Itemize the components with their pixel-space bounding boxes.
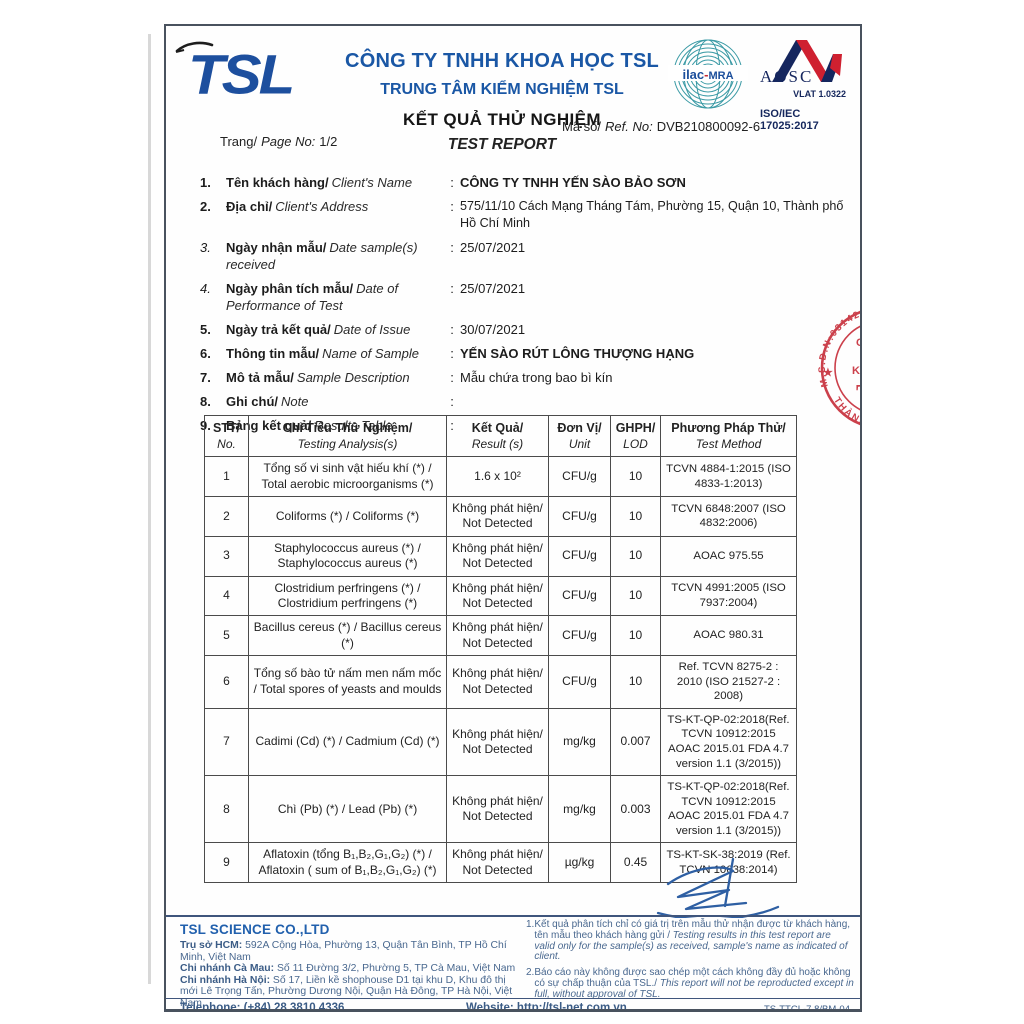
field-sample-name: 6. Thông tin mẫu/Name of Sample : YẾN SÀ… bbox=[200, 345, 850, 362]
report-fields: 1. Tên khách hàng/Client's Name : CÔNG T… bbox=[200, 174, 850, 441]
pen-mark-icon bbox=[175, 41, 214, 53]
footer-company-name: TSL SCIENCE CO.,LTD bbox=[180, 922, 330, 937]
svg-text:AOSC: AOSC bbox=[760, 67, 813, 86]
table-row: 4 Clostridium perfringens (*) / Clostridi… bbox=[204, 575, 797, 617]
sample-name-value: YẾN SÀO RÚT LÔNG THƯỢNG HẠNG bbox=[460, 346, 695, 361]
company-header: CÔNG TY TNHH KHOA HỌC TSL TRUNG TÂM KIỂM… bbox=[316, 50, 688, 99]
footer-note-1: 1. Kết quả phân tích chỉ có giá trị trên… bbox=[526, 919, 851, 963]
date-of-issue-value: 30/07/2021 bbox=[460, 322, 526, 337]
stamp-line1: CÔ bbox=[856, 336, 862, 349]
header-no: STT/No. bbox=[204, 414, 249, 458]
aosc-logo: AOSC VLAT 1.0322 ISO/IEC 17025:2017 bbox=[756, 32, 856, 132]
footer-company-block: TSL SCIENCE CO.,LTD Trụ sở HCM: 592A Cộn… bbox=[180, 922, 520, 1009]
company-name: CÔNG TY TNHH KHOA HỌC TSL bbox=[345, 50, 659, 72]
signature bbox=[656, 857, 780, 918]
field-date-of-test: 4. Ngày phân tích mẫu/Date of Performanc… bbox=[200, 280, 850, 314]
sample-description-value: Mẫu chứa trong bao bì kín bbox=[460, 370, 613, 385]
telephone: Telephone: (+84) 28.3810.4336 bbox=[180, 1002, 345, 1012]
field-date-received: 3. Ngày nhận mẫu/Date sample(s) received… bbox=[200, 239, 850, 273]
website: Website: http://tsl-net.com.vn bbox=[466, 1002, 627, 1012]
table-row: 7 Cadimi (Cd) (*) / Cadmium (Cd) (*) Không… bbox=[204, 707, 797, 777]
note-value bbox=[460, 393, 850, 410]
stamp-star-icon: ★ bbox=[823, 367, 833, 379]
footer-divider-top bbox=[166, 915, 860, 917]
page-number: Trang/Page No: 1/2 bbox=[220, 134, 338, 149]
footer-contact-row: Telephone: (+84) 28.3810.4336 Website: h… bbox=[166, 1002, 860, 1012]
tsl-logo: TSL bbox=[188, 43, 295, 106]
footer-notes: 1. Kết quả phân tích chỉ có giá trị trên… bbox=[526, 919, 854, 1006]
reference-number: Mã số/Ref. No: DVB210800092-6 bbox=[562, 119, 761, 134]
client-name-value: CÔNG TY TNHH YẾN SÀO BẢO SƠN bbox=[460, 175, 686, 190]
header-method: Phương Pháp Thử/Test Method bbox=[660, 414, 797, 458]
company-subtitle: TRUNG TÂM KIỂM NGHIỆM TSL bbox=[380, 81, 624, 98]
field-date-of-issue: 5. Ngày trả kết quả/Date of Issue : 30/0… bbox=[200, 321, 850, 338]
table-row: 6 Tổng số bào tử nấm men nấm mốc / Total … bbox=[204, 654, 797, 709]
aosc-vlat-label: VLAT 1.0322 bbox=[793, 89, 846, 99]
footer-address-hcm: Trụ sở HCM: 592A Cộng Hòa, Phường 13, Qu… bbox=[180, 940, 507, 963]
footer-address-hanoi: Chi nhánh Hà Nội: Số 17, Liền kề shophou… bbox=[180, 974, 513, 1009]
table-row: 3 Staphylococcus aureus (*) / Staphylococ… bbox=[204, 535, 797, 577]
table-row: 2 Coliforms (*) / Coliforms (*) Không phát… bbox=[204, 496, 797, 537]
table-row: 1 Tổng số vi sinh vật hiếu khí (*) / Tota… bbox=[204, 456, 797, 498]
field-client-name: 1. Tên khách hàng/Client's Name : CÔNG T… bbox=[200, 174, 850, 191]
date-received-value: 25/07/2021 bbox=[460, 240, 526, 255]
scan-artifact-strip bbox=[148, 34, 151, 984]
table-row: 8 Chì (Pb) (*) / Lead (Pb) (*) Không phát … bbox=[204, 775, 797, 844]
field-sample-description: 7. Mô tả mẫu/Sample Description : Mẫu ch… bbox=[200, 369, 850, 386]
field-client-address: 2. Địa chỉ/Client's Address : 575/11/10 … bbox=[200, 198, 850, 232]
form-code: TS-TTCL-7.8/BM-04 bbox=[763, 1004, 850, 1012]
ilac-band bbox=[668, 65, 748, 81]
footer-divider-bottom bbox=[166, 998, 860, 999]
ilac-label: ilac-MRA bbox=[682, 67, 734, 82]
report-page: TSL CÔNG TY TNHH KHOA HỌC TSL TRUNG TÂM … bbox=[164, 24, 862, 1012]
ilac-mra-logo: ilac-MRA bbox=[668, 38, 748, 110]
report-title-vi: KẾT QUẢ THỬ NGHIỆM bbox=[403, 110, 601, 129]
results-table: STT/No. Chỉ Tiêu Thử Nghiệm/Testing Anal… bbox=[204, 414, 797, 884]
footer-note-2: 2. Báo cáo này không được sao chép một c… bbox=[526, 967, 854, 1000]
aosc-mark-icon: AOSC bbox=[760, 40, 842, 86]
client-address-value: 575/11/10 Cách Mạng Tháng Tám, Phường 15… bbox=[460, 199, 844, 230]
aosc-iso-label: ISO/IEC 17025:2017 bbox=[760, 108, 819, 132]
header-analysis: Chỉ Tiêu Thử Nghiệm/Testing Analysis(s) bbox=[248, 414, 447, 458]
footer-address-camau: Chi nhánh Cà Mau: Số 11 Đường 3/2, Phườn… bbox=[180, 963, 516, 975]
field-note: 8. Ghi chú/Note : bbox=[200, 393, 850, 410]
table-row: 5 Bacillus cereus (*) / Bacillus cereus (… bbox=[204, 615, 797, 656]
table-header-row: STT/No. Chỉ Tiêu Thử Nghiệm/Testing Anal… bbox=[204, 414, 797, 458]
website-link[interactable]: http://tsl-net.com.vn bbox=[513, 1002, 627, 1012]
stamp-line3: KHO bbox=[852, 365, 862, 377]
date-of-test-value: 25/07/2021 bbox=[460, 281, 526, 296]
header-result: Kết Quả/Result (s) bbox=[446, 414, 549, 458]
stamp-line4: T bbox=[856, 380, 862, 411]
header-unit: Đơn Vị/Unit bbox=[548, 414, 611, 458]
company-stamp: M.S.Đ.N:03142 THÀNH PHỐ ★ CÔ TN KHO T bbox=[817, 309, 862, 431]
report-title-en: TEST REPORT bbox=[447, 136, 557, 153]
header-lod: GHPH/LOD bbox=[610, 414, 661, 458]
